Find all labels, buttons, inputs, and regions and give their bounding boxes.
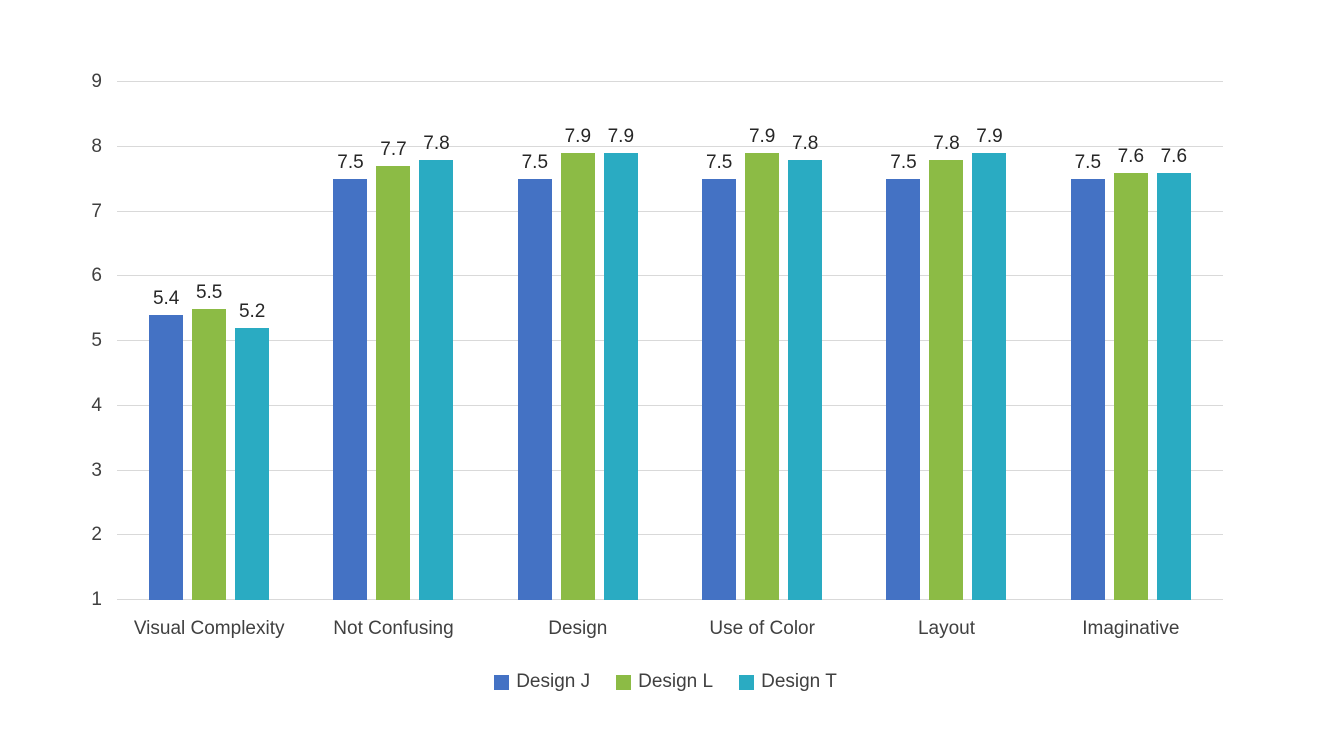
y-tick-label: 4: [91, 394, 102, 416]
bar-group: 7.5 7.8 7.9: [854, 82, 1038, 600]
bar: 7.5: [702, 152, 737, 600]
bar-group: 7.5 7.9 7.9: [486, 82, 670, 600]
bar: 7.6: [1156, 146, 1191, 600]
bar-group: 7.5 7.7 7.8: [301, 82, 485, 600]
data-label: 5.5: [195, 281, 223, 303]
data-label: 7.8: [423, 132, 450, 154]
legend-item: Design T: [739, 671, 837, 693]
bar: 7.5: [517, 152, 552, 600]
bar: 7.8: [788, 133, 823, 600]
bar: 7.9: [745, 126, 780, 600]
bar-group: 7.5 7.9 7.8: [670, 82, 854, 600]
data-label: 7.8: [933, 132, 960, 154]
data-label: 7.5: [521, 152, 549, 174]
category-label: Imaginative: [1082, 618, 1180, 639]
y-tick-label: 1: [91, 589, 102, 610]
data-label: 7.6: [1160, 145, 1188, 167]
category-label: Not Confusing: [333, 618, 454, 639]
bar: 7.6: [1113, 146, 1148, 600]
data-label: 7.9: [976, 126, 1003, 148]
gridline: [117, 404, 1223, 406]
gridline: [117, 469, 1223, 471]
legend-item: Design J: [494, 671, 590, 693]
data-label: 7.5: [1074, 152, 1102, 174]
gridline: [117, 145, 1223, 147]
y-tick-label: 8: [91, 135, 102, 157]
bar: 5.4: [149, 288, 184, 600]
bar: 7.8: [419, 133, 454, 600]
y-tick-label: 6: [91, 265, 102, 287]
category-label: Visual Complexity: [133, 618, 285, 639]
legend-item: Design L: [616, 671, 713, 693]
data-label: 7.9: [748, 126, 776, 148]
bar: 7.9: [603, 126, 638, 600]
bar: 7.8: [929, 133, 964, 600]
y-tick-label: 5: [91, 330, 102, 351]
gridline: [117, 210, 1223, 212]
gridline: [117, 534, 1223, 536]
data-label: 7.9: [607, 126, 635, 148]
y-tick-label: 3: [91, 459, 102, 481]
legend: Design J Design L Design T: [0, 671, 1331, 693]
bar: 5.5: [192, 282, 227, 600]
bar: 7.9: [560, 126, 595, 600]
plot-area: 5.4 5.5 5.2 7.5 7.7 7.8 7.5 7.9 7.9 7.5 7.9 7.8 7.5 7…: [117, 81, 1223, 600]
bar-group: 5.4 5.5 5.2: [117, 82, 301, 600]
data-label: 7.5: [337, 152, 364, 174]
data-label: 7.8: [791, 132, 819, 154]
category-label: Use of Color: [709, 618, 815, 639]
y-tick-label: 9: [91, 71, 102, 92]
category-label: Layout: [917, 618, 976, 639]
legend-label: Design T: [761, 671, 837, 692]
gridline: [117, 340, 1223, 341]
data-label: 7.7: [380, 139, 407, 161]
legend-label: Design J: [516, 671, 591, 692]
bar: 7.5: [886, 152, 921, 600]
gridline: [117, 599, 1223, 600]
data-label: 7.5: [890, 152, 917, 174]
gridline: [117, 81, 1223, 82]
legend-swatch: [739, 674, 755, 690]
y-tick-label: 2: [91, 524, 102, 546]
bar: 7.5: [1070, 152, 1105, 600]
legend-label: Design L: [638, 671, 714, 692]
bar: 7.9: [972, 126, 1007, 600]
bar: 7.5: [333, 152, 368, 600]
bar: 5.2: [235, 301, 270, 600]
legend-swatch: [494, 674, 510, 690]
gridline: [117, 275, 1223, 277]
bar: 7.7: [376, 139, 411, 600]
data-label: 7.6: [1117, 145, 1145, 167]
data-label: 5.2: [238, 301, 266, 323]
legend-swatch: [616, 674, 632, 690]
data-label: 7.9: [564, 126, 592, 148]
data-label: 5.4: [152, 288, 180, 310]
category-label: Design: [548, 618, 608, 639]
bar-group: 7.5 7.6 7.6: [1039, 82, 1223, 600]
data-label: 7.5: [705, 152, 733, 174]
y-tick-label: 7: [91, 200, 102, 222]
